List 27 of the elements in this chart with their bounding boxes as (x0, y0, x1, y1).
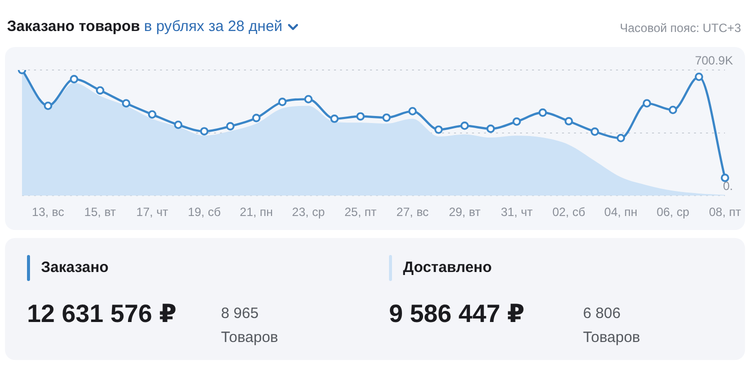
text: Товаров (583, 329, 640, 346)
y-tick-label: 0. (722, 178, 733, 193)
x-tick-label: 29, вт (448, 205, 481, 220)
x-tick-label: 21, пн (240, 205, 273, 220)
text: Часовой пояс: UTC+3 (620, 21, 741, 35)
x-tick-label: 27, вс (396, 205, 429, 220)
legend-label: Доставлено (403, 259, 492, 276)
x-tick-label: 15, вт (84, 205, 116, 220)
legend-label: Заказано (41, 259, 109, 276)
text: Товаров (221, 329, 278, 346)
text: 6 806 (583, 305, 621, 322)
x-tick-label: 06, ср (656, 205, 690, 220)
x-tick-label: 02, сб (552, 205, 586, 220)
x-tick-label: 17, чт (136, 205, 169, 220)
x-tick-label: 31, чт (500, 205, 534, 220)
text: 9 586 447 ₽ (389, 299, 525, 329)
text: 12 631 576 ₽ (27, 299, 176, 329)
chart-title: Заказано товаров (7, 18, 140, 35)
x-tick-label: 08, пт (708, 205, 742, 220)
x-tick-label: 23, ср (292, 205, 326, 220)
x-tick-label: 04, пн (604, 205, 638, 220)
chart-subtitle: в рублях за 28 дней (144, 18, 282, 35)
x-tick-label: 19, сб (188, 205, 221, 220)
y-tick-label: 700.9K (694, 53, 733, 68)
x-tick-label: 13, вс (32, 205, 64, 220)
x-tick-label: 25, пт (344, 205, 377, 220)
text: 8 965 (221, 305, 259, 322)
